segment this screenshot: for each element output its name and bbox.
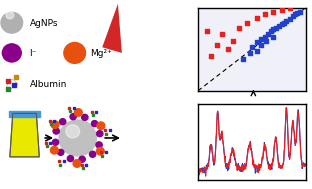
Point [263, 39, 268, 42]
Circle shape [1, 12, 22, 33]
Point [250, 46, 255, 49]
Circle shape [51, 121, 59, 129]
Point [280, 9, 285, 12]
Point [287, 18, 292, 21]
Point [255, 16, 260, 19]
Circle shape [90, 151, 96, 157]
Bar [9, 111, 40, 117]
Point [271, 28, 276, 31]
Point [262, 35, 267, 38]
Text: AgNPs: AgNPs [29, 19, 58, 28]
Point [271, 35, 276, 38]
Point [255, 49, 260, 52]
Circle shape [97, 122, 105, 129]
Point [215, 43, 220, 46]
Point [219, 33, 224, 36]
Circle shape [6, 11, 14, 19]
Circle shape [70, 114, 76, 120]
Circle shape [91, 121, 98, 127]
Point [290, 14, 295, 17]
Point [287, 7, 292, 10]
Circle shape [57, 149, 64, 155]
Point [244, 21, 249, 24]
Point [230, 39, 235, 42]
Circle shape [97, 131, 103, 137]
Circle shape [60, 119, 66, 125]
Circle shape [74, 109, 82, 116]
Point [282, 21, 287, 24]
Point [236, 27, 241, 30]
Point [266, 33, 271, 36]
Circle shape [51, 146, 58, 154]
Point [208, 54, 213, 57]
Point [295, 11, 300, 14]
Point [258, 38, 263, 41]
Circle shape [96, 142, 102, 148]
Point [276, 24, 281, 27]
Circle shape [59, 120, 96, 156]
Circle shape [53, 128, 59, 134]
Point [255, 41, 260, 44]
Polygon shape [102, 4, 122, 53]
Point [298, 10, 303, 13]
Point [284, 19, 289, 22]
Circle shape [96, 147, 104, 155]
Point [258, 43, 263, 46]
Circle shape [73, 160, 81, 167]
Point [280, 23, 285, 26]
Point [271, 10, 276, 13]
Point [247, 52, 252, 55]
Circle shape [2, 44, 21, 62]
Point [204, 29, 209, 32]
Text: Mg²⁺: Mg²⁺ [90, 49, 112, 58]
Text: I⁻: I⁻ [29, 49, 37, 58]
Text: Albumin: Albumin [29, 80, 67, 89]
Circle shape [52, 139, 59, 145]
Circle shape [82, 114, 88, 120]
Circle shape [66, 125, 80, 138]
Point [273, 26, 278, 29]
Circle shape [67, 156, 74, 162]
Polygon shape [10, 113, 39, 157]
Circle shape [79, 156, 85, 162]
Point [226, 48, 231, 51]
Point [292, 13, 297, 16]
Point [269, 29, 274, 32]
Point [241, 58, 246, 61]
Circle shape [64, 43, 85, 63]
Point [262, 13, 267, 16]
